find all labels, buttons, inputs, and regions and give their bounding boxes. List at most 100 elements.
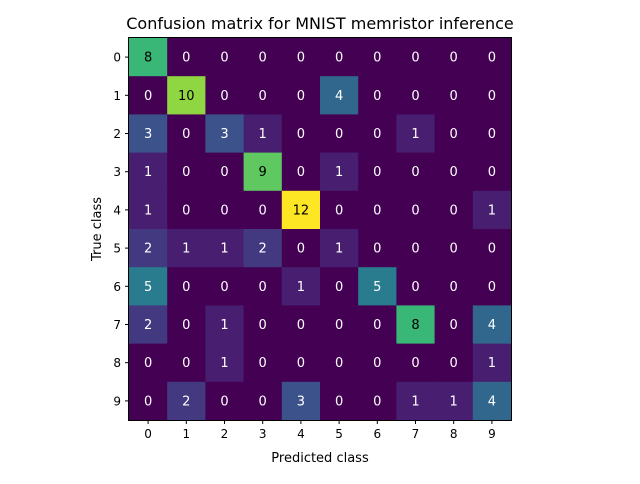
x-tick-label: 1 bbox=[182, 427, 190, 441]
heatmap-cell-value: 0 bbox=[220, 394, 228, 409]
heatmap-cell bbox=[129, 229, 168, 268]
heatmap-cell bbox=[472, 152, 512, 192]
heatmap-cell-value: 4 bbox=[488, 394, 496, 409]
heatmap-cell-value: 0 bbox=[450, 318, 458, 333]
heatmap-cell bbox=[434, 267, 474, 306]
heatmap-cell-value: 0 bbox=[182, 127, 190, 142]
heatmap-cell bbox=[243, 267, 283, 306]
heatmap-cell bbox=[281, 114, 321, 154]
heatmap-cell bbox=[129, 267, 168, 306]
heatmap-cell bbox=[472, 190, 512, 230]
heatmap-cell-value: 1 bbox=[259, 127, 267, 142]
heatmap-cell bbox=[167, 343, 206, 383]
heatmap-cell bbox=[320, 190, 359, 230]
heatmap-cell-value: 3 bbox=[144, 127, 152, 142]
heatmap-cell-value: 4 bbox=[488, 318, 496, 333]
y-axis-label: True class bbox=[90, 197, 105, 262]
heatmap-cell bbox=[281, 190, 321, 230]
heatmap-cell-value: 0 bbox=[297, 318, 305, 333]
heatmap-cell bbox=[243, 76, 283, 115]
heatmap-cell bbox=[205, 114, 245, 154]
heatmap-cell-value: 1 bbox=[144, 165, 152, 180]
heatmap-cell bbox=[205, 343, 245, 383]
heatmap-cell-value: 0 bbox=[182, 318, 190, 333]
heatmap-cell bbox=[396, 305, 436, 345]
heatmap-cell bbox=[358, 152, 397, 192]
heatmap-cell-value: 0 bbox=[411, 51, 419, 66]
x-tick-label: 3 bbox=[259, 427, 267, 441]
heatmap-cell bbox=[434, 229, 474, 268]
heatmap-cell-value: 0 bbox=[182, 356, 190, 371]
heatmap-cell-value: 0 bbox=[411, 242, 419, 257]
heatmap-cell bbox=[167, 190, 206, 230]
heatmap-cell-value: 0 bbox=[488, 242, 496, 257]
heatmap-cell-value: 0 bbox=[335, 203, 343, 218]
heatmap-cell bbox=[396, 229, 436, 268]
chart-title: Confusion matrix for MNIST memristor inf… bbox=[126, 14, 514, 33]
heatmap-cell-value: 0 bbox=[297, 51, 305, 66]
heatmap-cell-value: 3 bbox=[220, 127, 228, 142]
heatmap-cell bbox=[129, 152, 168, 192]
heatmap-cell-value: 1 bbox=[411, 127, 419, 142]
heatmap-cell bbox=[129, 76, 168, 115]
heatmap-cell bbox=[281, 152, 321, 192]
y-tick-label: 8 bbox=[113, 356, 121, 370]
heatmap-cell bbox=[129, 343, 168, 383]
heatmap-cell bbox=[281, 381, 321, 421]
heatmap-cell bbox=[243, 114, 283, 154]
heatmap-cell-value: 2 bbox=[144, 242, 152, 257]
heatmap-cell bbox=[320, 229, 359, 268]
heatmap-cell bbox=[167, 38, 206, 77]
heatmap-cell-value: 1 bbox=[335, 242, 343, 257]
heatmap-cell bbox=[396, 190, 436, 230]
heatmap-cell-value: 0 bbox=[373, 203, 381, 218]
heatmap-cell bbox=[167, 229, 206, 268]
heatmap-cell-value: 0 bbox=[411, 356, 419, 371]
y-axis-ticks: 0 1 2 3 4 5 6 7 8 9 bbox=[113, 51, 129, 408]
heatmap-cell bbox=[320, 152, 359, 192]
heatmap-cell bbox=[434, 76, 474, 115]
heatmap-cell bbox=[472, 114, 512, 154]
heatmap-cell-value: 3 bbox=[297, 394, 305, 409]
heatmap-cell bbox=[472, 305, 512, 345]
heatmap-cell-value: 0 bbox=[373, 165, 381, 180]
heatmap-cell bbox=[396, 76, 436, 115]
y-tick-label: 2 bbox=[113, 127, 121, 141]
heatmap-cell bbox=[167, 114, 206, 154]
heatmap-cell-value: 0 bbox=[297, 242, 305, 257]
heatmap-cell bbox=[320, 305, 359, 345]
heatmap-cell-value: 1 bbox=[335, 165, 343, 180]
heatmap-cell bbox=[396, 267, 436, 306]
heatmap-cell bbox=[129, 114, 168, 154]
heatmap-cell-value: 1 bbox=[220, 242, 228, 257]
heatmap-cell bbox=[205, 305, 245, 345]
heatmap-cell-value: 0 bbox=[373, 356, 381, 371]
heatmap-cell bbox=[434, 38, 474, 77]
heatmap-cell-value: 8 bbox=[144, 51, 152, 66]
heatmap-cell bbox=[205, 152, 245, 192]
heatmap-cells bbox=[129, 38, 512, 421]
heatmap-cell-value: 5 bbox=[144, 280, 152, 295]
heatmap-cell-value: 0 bbox=[335, 127, 343, 142]
heatmap-cell bbox=[205, 229, 245, 268]
heatmap-cell-value: 0 bbox=[450, 165, 458, 180]
heatmap-cell bbox=[358, 190, 397, 230]
heatmap-cell bbox=[396, 152, 436, 192]
heatmap-cell-value: 0 bbox=[182, 165, 190, 180]
heatmap-cell bbox=[243, 305, 283, 345]
heatmap-cell-value: 0 bbox=[297, 165, 305, 180]
heatmap-cell bbox=[320, 381, 359, 421]
heatmap-cell-value: 0 bbox=[488, 280, 496, 295]
heatmap-cell-value: 0 bbox=[411, 203, 419, 218]
heatmap-cell bbox=[472, 229, 512, 268]
heatmap-cell-value: 1 bbox=[220, 356, 228, 371]
heatmap-cell-value: 0 bbox=[297, 127, 305, 142]
heatmap-cell-value: 0 bbox=[373, 394, 381, 409]
heatmap-cell-value: 0 bbox=[220, 51, 228, 66]
heatmap-cell bbox=[434, 190, 474, 230]
heatmap-cell-value: 9 bbox=[259, 165, 267, 180]
heatmap-cell-value: 0 bbox=[335, 394, 343, 409]
heatmap-cell-value: 0 bbox=[220, 165, 228, 180]
heatmap-cell-value: 0 bbox=[488, 165, 496, 180]
x-axis-ticks: 0 1 2 3 4 5 6 7 8 9 bbox=[144, 420, 496, 441]
